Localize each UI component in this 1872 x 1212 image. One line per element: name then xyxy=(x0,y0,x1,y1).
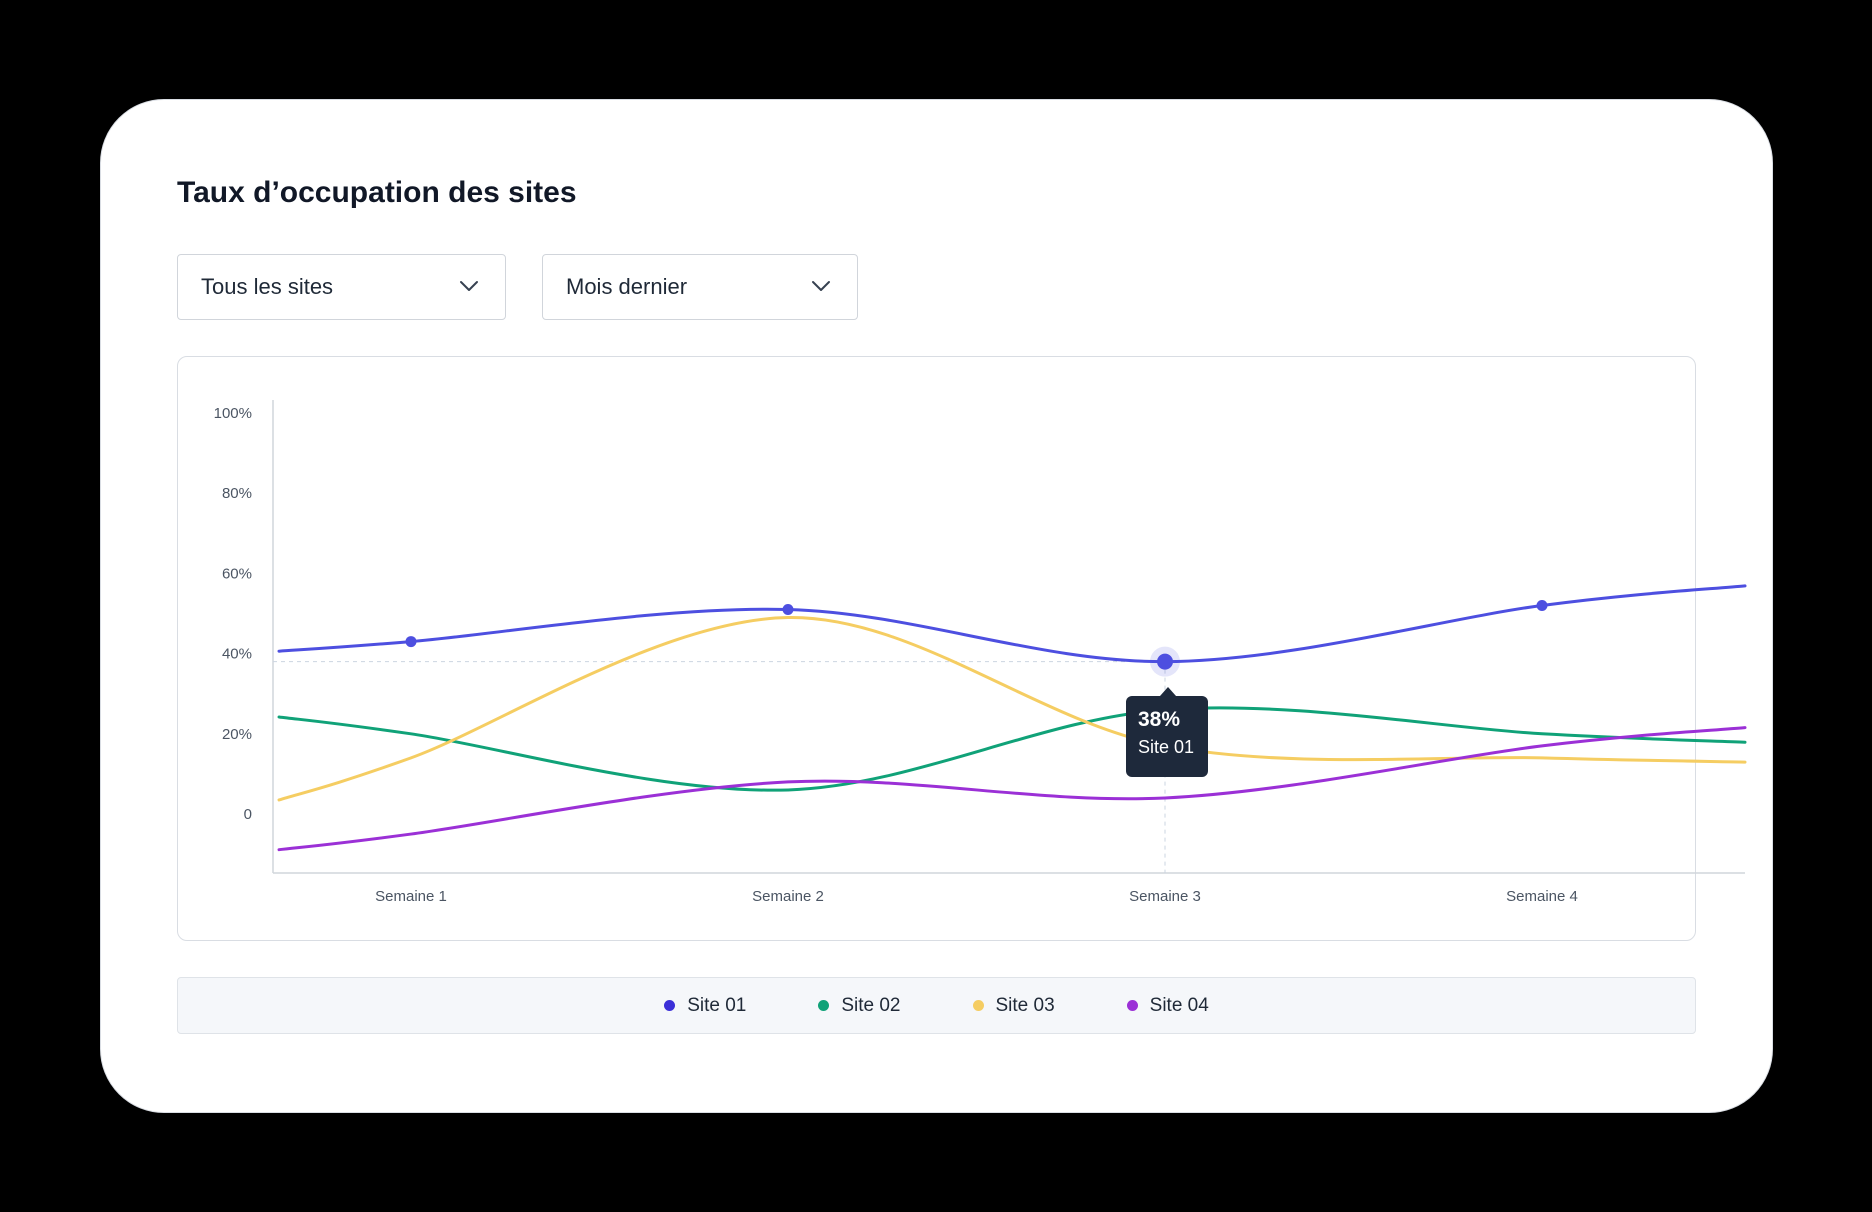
y-tick-label: 20% xyxy=(222,726,252,743)
series-point-1 xyxy=(782,603,794,615)
legend-dot-site-01 xyxy=(664,1000,676,1011)
legend-item-site-02[interactable]: Site 02 xyxy=(818,994,901,1017)
y-tick-label: 0 xyxy=(244,806,252,823)
period-select-value: Mois dernier xyxy=(566,274,688,299)
legend-item-site-01[interactable]: Site 01 xyxy=(664,995,746,1017)
legend-item-site-03[interactable]: Site 03 xyxy=(972,994,1055,1017)
period-select[interactable]: Mois dernier xyxy=(542,254,858,320)
x-tick-label: Semaine 1 xyxy=(375,888,447,905)
page-title: Taux d’occupation des sites xyxy=(177,176,577,209)
y-tick-label: 100% xyxy=(214,405,252,422)
site-select[interactable]: Tous les sites xyxy=(177,254,506,320)
chevron-down-icon xyxy=(460,281,478,291)
chevron-down-icon xyxy=(812,281,830,291)
series-point-1 xyxy=(1536,599,1548,611)
x-tick-label: Semaine 3 xyxy=(1129,888,1201,905)
series-line-3 xyxy=(277,616,1747,802)
series-line-1 xyxy=(277,584,1747,664)
legend-item-site-04[interactable]: Site 04 xyxy=(1126,994,1209,1017)
x-tick-label: Semaine 2 xyxy=(752,888,824,905)
legend-dot-site-03 xyxy=(972,1000,984,1011)
legend-label-site-01: Site 01 xyxy=(687,994,747,1016)
chart-frame xyxy=(177,356,1696,941)
y-tick-label: 40% xyxy=(222,646,252,663)
site-select-value: Tous les sites xyxy=(201,274,334,299)
tooltip-value: 38% xyxy=(1138,708,1181,731)
legend-label-site-03: Site 03 xyxy=(995,994,1055,1016)
series-line-4 xyxy=(277,726,1747,852)
legend-dot-site-04 xyxy=(1126,1000,1138,1011)
series-point-1 xyxy=(1157,653,1173,670)
chart-legend: Site 01 Site 02 Site 03 Site 04 xyxy=(177,977,1696,1034)
series-point-1 xyxy=(405,636,417,648)
y-tick-label: 60% xyxy=(222,565,252,582)
series-line-2 xyxy=(277,706,1747,792)
legend-label-site-02: Site 02 xyxy=(841,994,901,1016)
y-tick-label: 80% xyxy=(222,485,252,502)
tooltip-series: Site 01 xyxy=(1138,737,1195,757)
chart-tooltip: 38% Site 01 xyxy=(1126,687,1208,777)
x-tick-label: Semaine 4 xyxy=(1506,888,1578,905)
legend-dot-site-02 xyxy=(818,1000,830,1011)
legend-label-site-04: Site 04 xyxy=(1149,994,1209,1016)
